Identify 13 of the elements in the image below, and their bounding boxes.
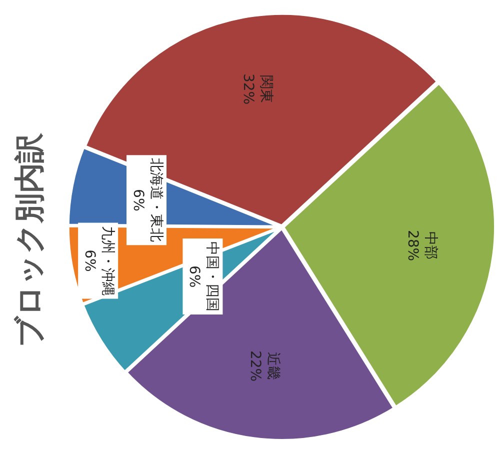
data-label: 6% bbox=[186, 265, 202, 288]
slice-label: 中国・四国 bbox=[204, 242, 220, 312]
data-label: 6% bbox=[130, 189, 146, 212]
text: ブロック別内訳 bbox=[12, 133, 48, 347]
data-label: 32% bbox=[240, 73, 256, 105]
slice-label: 北海道・東北 bbox=[148, 158, 164, 242]
slice-label: 関東 bbox=[258, 75, 274, 104]
data-label: 6% bbox=[81, 250, 98, 272]
data-label: 22% bbox=[246, 350, 263, 382]
data-label: 28% bbox=[404, 230, 420, 262]
slice-label: 近畿 bbox=[264, 352, 281, 380]
slice-label: 中部 bbox=[422, 232, 438, 260]
slice-label: 九州・沖縄 bbox=[99, 226, 116, 296]
